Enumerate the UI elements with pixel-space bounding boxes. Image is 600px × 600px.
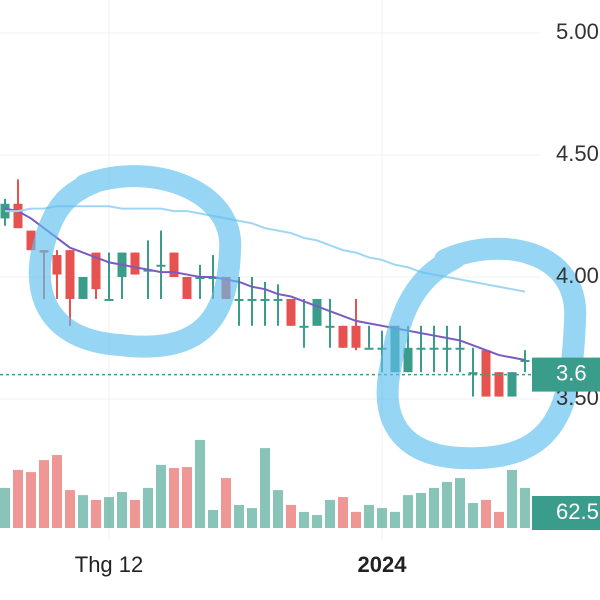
candle-body bbox=[442, 347, 452, 350]
volume-bar bbox=[91, 499, 101, 528]
candle-body bbox=[507, 372, 517, 397]
volume-bar bbox=[234, 504, 244, 528]
volume-bar bbox=[195, 439, 205, 528]
candle-body bbox=[416, 347, 426, 350]
last-price-box bbox=[532, 357, 600, 392]
last-volume-box bbox=[532, 496, 600, 530]
volume-bar bbox=[65, 490, 75, 528]
candle-body bbox=[299, 325, 309, 328]
volume-bar bbox=[325, 499, 335, 528]
volume-bar bbox=[0, 487, 10, 528]
volume-bar bbox=[494, 511, 504, 528]
volume-bar bbox=[182, 467, 192, 528]
candle-body bbox=[364, 347, 374, 350]
x-tick-label: Thg 12 bbox=[75, 552, 144, 577]
annotation-circle bbox=[28, 165, 242, 358]
candle-body bbox=[494, 372, 504, 397]
volume-bar bbox=[52, 455, 62, 528]
candle-body bbox=[65, 250, 75, 299]
volume-bar bbox=[520, 487, 530, 528]
candle-body bbox=[520, 359, 530, 362]
volume-bar bbox=[377, 508, 387, 528]
volume-bar bbox=[13, 469, 23, 528]
candle-body bbox=[182, 276, 192, 299]
candle-body bbox=[481, 350, 491, 397]
candle-body bbox=[286, 298, 296, 326]
candle-body bbox=[312, 298, 322, 326]
candle-body bbox=[234, 298, 244, 301]
candle-body bbox=[247, 298, 257, 301]
volume-bar bbox=[156, 464, 166, 528]
candle-body bbox=[91, 252, 101, 290]
candle-body bbox=[325, 325, 335, 328]
volume-bar bbox=[429, 487, 439, 528]
volume-bar bbox=[208, 510, 218, 528]
volume-bar bbox=[390, 511, 400, 528]
last-volume-label: 62.5 bbox=[556, 499, 599, 524]
volume-bar bbox=[442, 481, 452, 528]
candle-body bbox=[338, 325, 348, 348]
volume-bar bbox=[221, 478, 231, 528]
candle-body bbox=[351, 325, 361, 348]
volume-bar bbox=[169, 468, 179, 528]
volume-bar bbox=[143, 487, 153, 528]
candle-body bbox=[377, 347, 387, 350]
candle-body bbox=[130, 252, 140, 275]
volume-bar bbox=[338, 497, 348, 528]
candle-body bbox=[52, 255, 62, 275]
candle-body bbox=[156, 264, 166, 267]
volume-bar bbox=[403, 495, 413, 528]
volume-bar bbox=[455, 478, 465, 528]
volume-bar bbox=[26, 472, 36, 528]
candle-body bbox=[403, 347, 413, 373]
candle-body bbox=[429, 347, 439, 350]
volume-bar bbox=[39, 460, 49, 528]
volume-bar bbox=[312, 515, 322, 528]
y-tick-label: 4.00 bbox=[556, 263, 599, 288]
x-tick-label: 2024 bbox=[358, 552, 408, 577]
volume-bar bbox=[351, 511, 361, 528]
volume-bar bbox=[364, 504, 374, 528]
candle-body bbox=[468, 372, 478, 375]
volume-bar bbox=[247, 508, 257, 528]
candle-body bbox=[169, 252, 179, 277]
candle-body bbox=[78, 276, 88, 299]
volume-bar bbox=[507, 469, 517, 528]
candle-body bbox=[26, 230, 36, 251]
volume-bar bbox=[104, 497, 114, 528]
last-price-label: 3.6 bbox=[556, 360, 587, 385]
candle-body bbox=[455, 347, 465, 350]
moving-average-line bbox=[4, 207, 526, 361]
y-tick-label: 5.00 bbox=[556, 19, 599, 44]
annotation-circle bbox=[376, 237, 587, 470]
y-tick-label: 4.50 bbox=[556, 141, 599, 166]
volume-bar bbox=[416, 492, 426, 528]
volume-bar bbox=[273, 490, 283, 528]
candle-body bbox=[260, 298, 270, 301]
volume-bar bbox=[78, 495, 88, 528]
volume-bar bbox=[481, 499, 491, 528]
volume-bar bbox=[286, 504, 296, 528]
volume-bar bbox=[299, 511, 309, 528]
volume-bar bbox=[130, 499, 140, 528]
volume-bar bbox=[260, 448, 270, 528]
volume-bar bbox=[117, 492, 127, 528]
candle-body bbox=[13, 203, 23, 229]
candle-body bbox=[104, 298, 114, 301]
volume-bar bbox=[468, 503, 478, 528]
candle-body bbox=[273, 298, 283, 301]
